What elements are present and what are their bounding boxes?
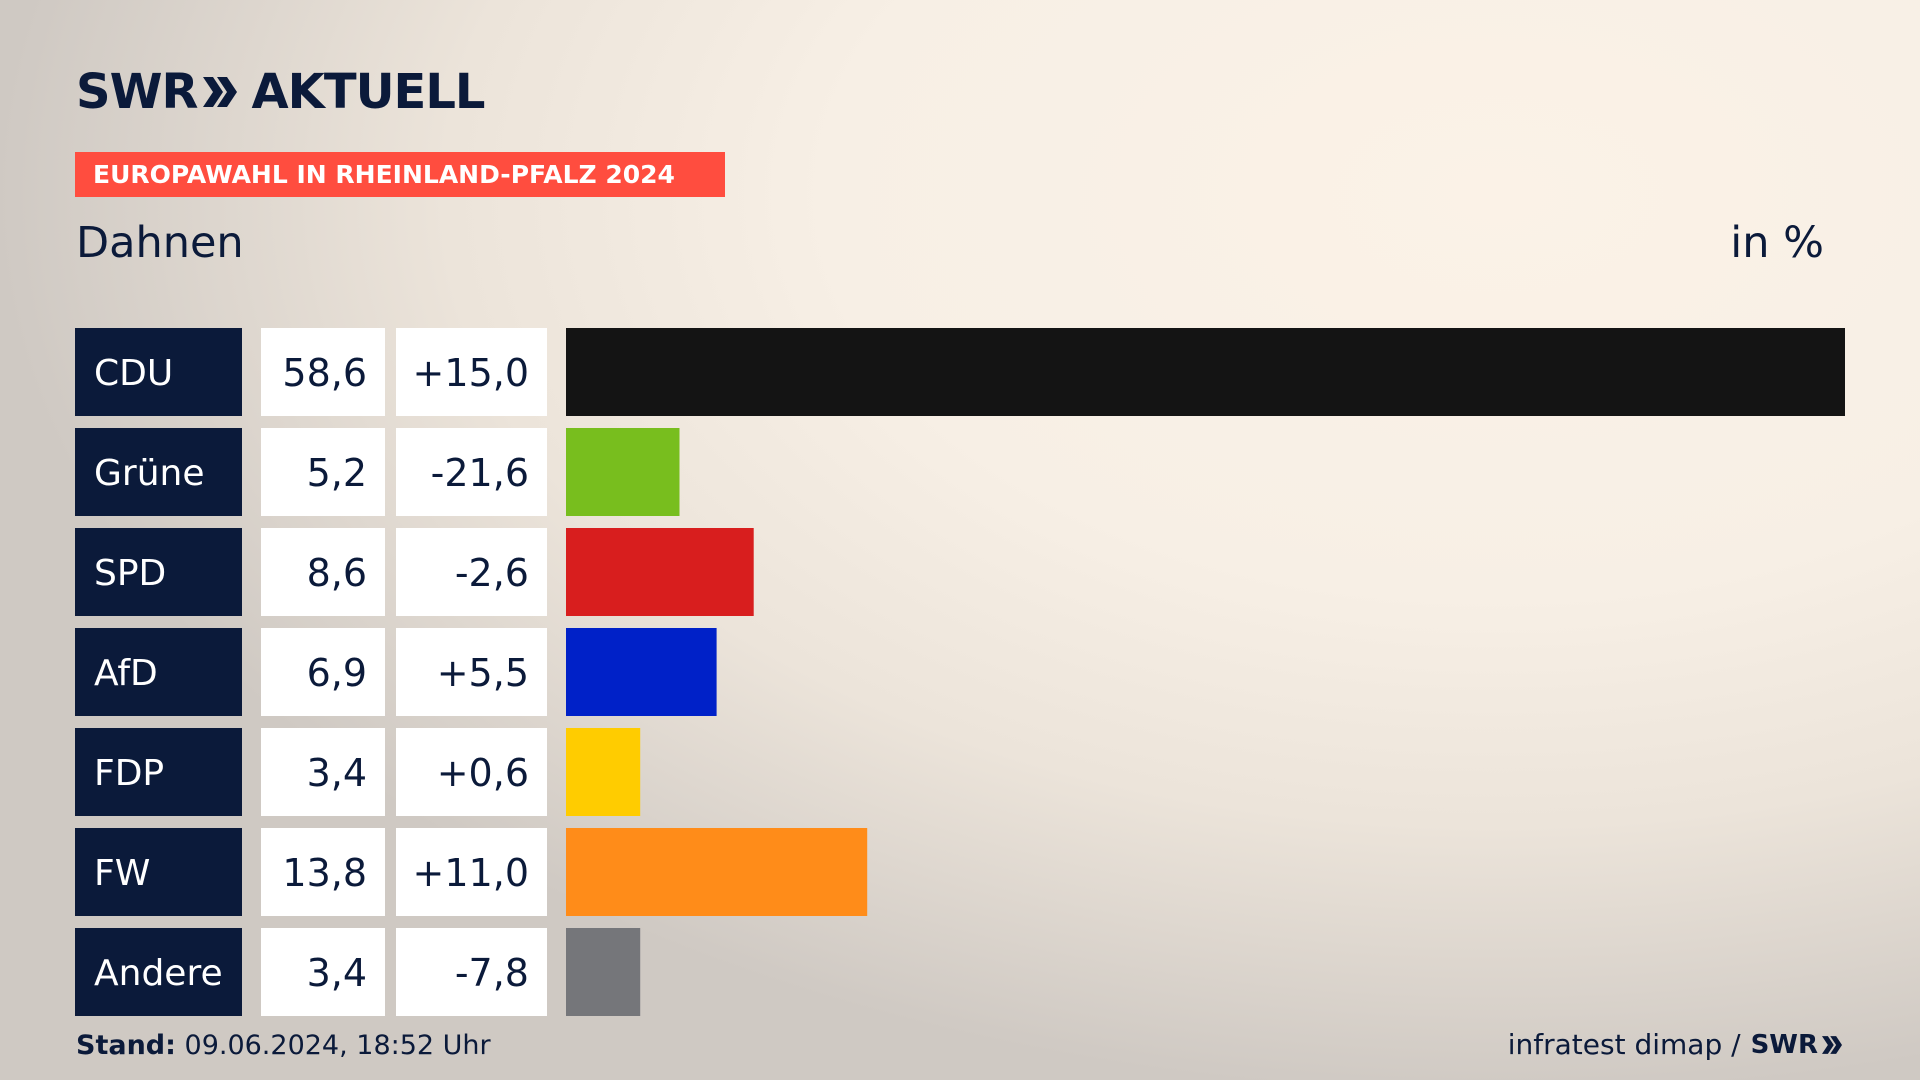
election-badge: EUROPAWAHL IN RHEINLAND-PFALZ 2024 (75, 152, 725, 197)
timestamp: Stand: 09.06.2024, 18:52 Uhr (76, 1030, 491, 1061)
party-cdu-bar (566, 328, 1845, 416)
party-fdp-bar (566, 728, 641, 816)
party-afd-change: +5,5 (437, 651, 529, 695)
swr-small-logo-text: SWR (1750, 1029, 1818, 1060)
source-credit: infratest dimap / SWR (1508, 1028, 1844, 1061)
double-chevron-icon (203, 77, 238, 107)
logo-aktuell-text: AKTUELL (251, 64, 485, 120)
party-andere-value-box (261, 928, 385, 1016)
party-andere-name: Andere (94, 953, 223, 994)
party-grne-change-box (396, 428, 547, 516)
region-title: Dahnen (76, 218, 244, 268)
party-andere-bar (566, 928, 641, 1016)
party-fw-name: FW (94, 853, 150, 894)
party-cdu-change: +15,0 (413, 351, 529, 395)
party-spd-value: 8,6 (307, 551, 367, 595)
party-spd-name: SPD (94, 553, 166, 594)
party-fdp-label-box (75, 728, 242, 816)
party-grne-name: Grüne (94, 453, 204, 494)
party-grne-change: -21,6 (431, 451, 529, 495)
party-grne-bar (566, 428, 680, 516)
swr-aktuell-logo: SWR AKTUELL (76, 62, 486, 122)
party-fw-value-box (261, 828, 385, 916)
party-cdu-change-box (396, 328, 547, 416)
party-spd-bar (566, 528, 754, 616)
party-fdp-value-box (261, 728, 385, 816)
party-afd-value: 6,9 (307, 651, 367, 695)
party-fdp-name: FDP (94, 753, 164, 794)
party-fdp-change-box (396, 728, 547, 816)
party-spd-change-box (396, 528, 547, 616)
party-andere-label-box (75, 928, 242, 1016)
logo-swr-text: SWR (76, 64, 198, 120)
party-cdu-value: 58,6 (282, 351, 367, 395)
party-fw-change: +11,0 (413, 851, 529, 895)
party-andere-change: -7,8 (455, 951, 529, 995)
party-grne-value-box (261, 428, 385, 516)
party-fw-label-box (75, 828, 242, 916)
party-afd-value-box (261, 628, 385, 716)
party-spd-value-box (261, 528, 385, 616)
party-afd-change-box (396, 628, 547, 716)
party-afd-bar (566, 628, 717, 716)
party-fw-bar (566, 828, 868, 916)
source-text: infratest dimap / (1507, 1028, 1741, 1061)
party-spd-label-box (75, 528, 242, 616)
small-double-chevron-icon (1822, 1035, 1842, 1054)
swr-small-logo: SWR (1751, 1030, 1844, 1060)
party-grne-label-box (75, 428, 242, 516)
party-fdp-change: +0,6 (437, 751, 529, 795)
stand-value: 09.06.2024, 18:52 Uhr (184, 1030, 491, 1061)
party-fdp-value: 3,4 (307, 751, 367, 795)
stand-label: Stand: (76, 1030, 176, 1061)
party-andere-value: 3,4 (307, 951, 367, 995)
party-cdu-value-box (261, 328, 385, 416)
party-cdu-name: CDU (94, 353, 173, 394)
party-andere-change-box (396, 928, 547, 1016)
party-fw-change-box (396, 828, 547, 916)
party-fw-value: 13,8 (282, 851, 367, 895)
party-grne-value: 5,2 (307, 451, 367, 495)
unit-label: in % (1730, 218, 1824, 268)
party-afd-label-box (75, 628, 242, 716)
party-afd-name: AfD (94, 653, 158, 694)
party-cdu-label-box (75, 328, 242, 416)
party-spd-change: -2,6 (455, 551, 529, 595)
